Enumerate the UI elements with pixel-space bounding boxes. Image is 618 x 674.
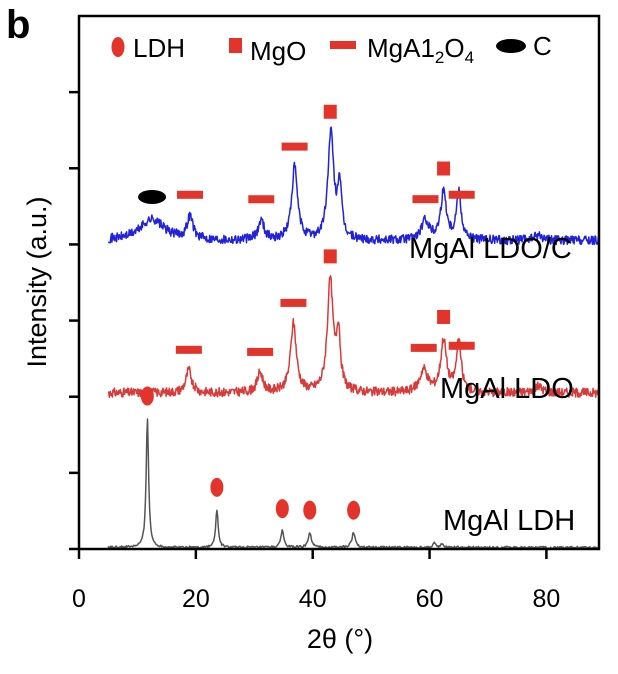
peak-marker-spinel bbox=[448, 341, 475, 350]
peak-marker-spinel bbox=[448, 190, 475, 199]
peak-marker-carbon bbox=[138, 189, 167, 204]
legend-spinel-marker bbox=[330, 41, 356, 49]
peak-marker-layer bbox=[138, 104, 475, 520]
series-line bbox=[107, 418, 600, 550]
peak-marker-spinel bbox=[410, 343, 437, 352]
peak-marker-spinel bbox=[247, 347, 274, 356]
legend-label-carbon: C bbox=[533, 31, 552, 61]
legend-ldh-marker bbox=[111, 37, 125, 57]
legend-label-spinel: MgA12O4 bbox=[367, 33, 474, 67]
series-layer bbox=[107, 126, 600, 550]
panel-label: b bbox=[6, 3, 30, 47]
peak-marker-spinel bbox=[280, 298, 307, 307]
peak-marker-spinel bbox=[248, 195, 275, 204]
x-tick-label: 20 bbox=[182, 585, 210, 613]
series-line bbox=[107, 126, 600, 246]
peak-marker-ldh bbox=[347, 500, 361, 520]
peak-marker-ldh bbox=[303, 500, 317, 520]
peak-marker-ldh bbox=[140, 386, 154, 406]
peak-marker-spinel bbox=[281, 142, 308, 151]
peak-marker-spinel bbox=[412, 195, 439, 204]
peak-marker-mgo bbox=[323, 104, 337, 119]
peak-marker-ldh bbox=[210, 477, 224, 497]
legend-label-ldh: LDH bbox=[133, 33, 185, 63]
peak-marker-spinel bbox=[177, 190, 204, 199]
legend-mgo-marker bbox=[229, 38, 242, 53]
x-tick-label: 60 bbox=[416, 585, 444, 613]
peak-marker-mgo bbox=[323, 249, 337, 264]
peak-marker-mgo bbox=[437, 161, 451, 176]
x-tick-label: 40 bbox=[299, 585, 327, 613]
x-ticks: 0 20 40 60 80 bbox=[72, 549, 560, 613]
x-tick-label: 80 bbox=[533, 585, 561, 613]
legend-carbon-marker bbox=[496, 39, 526, 53]
y-axis-label: Intensity (a.u.) bbox=[22, 196, 52, 367]
legend: LDH MgO MgA12O4 C bbox=[111, 31, 552, 67]
series-label-mgal-ldo-c: MgAl LDO/C bbox=[409, 233, 572, 265]
series-line bbox=[107, 275, 600, 398]
series-label-mgal-ldo: MgAl LDO bbox=[440, 373, 574, 405]
peak-marker-mgo bbox=[437, 309, 451, 324]
y-ticks bbox=[69, 90, 79, 551]
peak-marker-ldh bbox=[275, 499, 289, 519]
peak-marker-spinel bbox=[175, 345, 202, 354]
legend-label-mgo: MgO bbox=[250, 36, 306, 66]
x-axis-label: 2θ (°) bbox=[307, 624, 373, 654]
plot-frame bbox=[77, 14, 601, 551]
x-tick-label: 0 bbox=[72, 585, 86, 613]
series-label-mgal-ldh: MgAl LDH bbox=[443, 505, 575, 537]
